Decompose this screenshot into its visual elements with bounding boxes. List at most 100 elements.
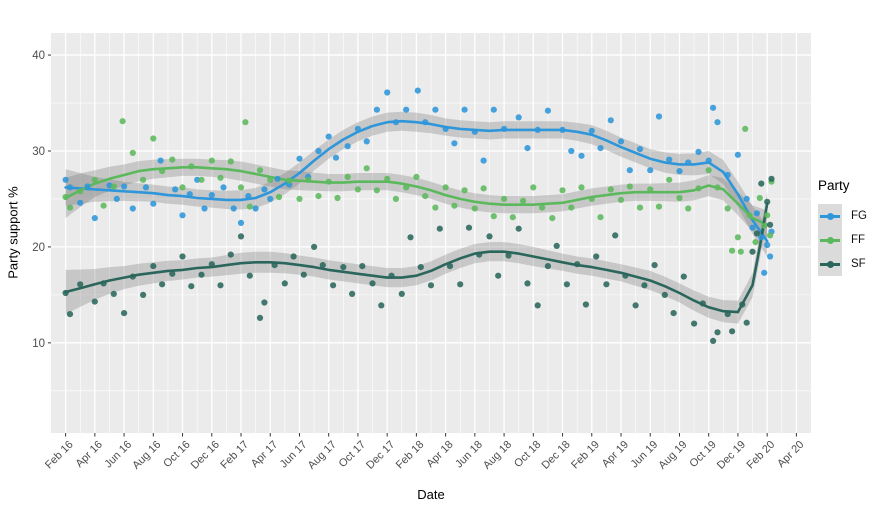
data-point-fg: [636, 146, 644, 153]
data-point-sf: [62, 289, 69, 297]
data-point-ff: [237, 184, 245, 191]
data-point-sf: [670, 310, 677, 317]
data-point-fg: [544, 107, 552, 114]
data-point-fg: [647, 167, 654, 174]
data-point-ff: [617, 196, 625, 203]
data-point-sf: [179, 253, 186, 260]
data-point-fg: [179, 212, 186, 219]
data-point-sf: [661, 291, 668, 298]
data-point-ff: [246, 203, 253, 210]
smooth-line-sf: [64, 202, 769, 314]
data-point-fg: [121, 183, 128, 190]
data-point-fg: [77, 199, 84, 206]
data-point-ff: [325, 178, 332, 185]
data-point-fg: [461, 106, 468, 113]
data-point-fg: [749, 224, 756, 231]
data-point-sf: [582, 301, 590, 308]
data-point-ff: [767, 232, 774, 239]
data-point-sf: [427, 282, 435, 289]
data-point-sf: [66, 311, 74, 318]
data-point-sf: [768, 175, 775, 182]
data-point-sf: [739, 301, 746, 308]
data-point-fg: [607, 117, 614, 124]
x-tick-label: Apr 16: [74, 439, 105, 470]
y-tick-label: 10: [32, 338, 45, 350]
y-tick-label: 40: [32, 50, 45, 62]
data-point-fg: [252, 205, 259, 212]
data-point-sf: [641, 282, 648, 289]
data-point-ff: [666, 176, 673, 183]
x-tick-label: Feb 19: [569, 439, 602, 472]
data-point-ff: [77, 188, 84, 195]
data-point-ff: [724, 205, 731, 212]
data-point-fg: [194, 176, 201, 183]
data-point-sf: [632, 302, 639, 309]
data-point-sf: [767, 221, 774, 228]
data-point-sf: [369, 280, 376, 287]
data-point-ff: [354, 186, 361, 193]
data-point-ff: [256, 167, 264, 174]
data-point-sf: [699, 300, 706, 307]
legend-key-fg-icon: [818, 204, 842, 228]
data-point-sf: [91, 298, 98, 305]
data-point-ff: [737, 248, 744, 255]
data-point-fg: [705, 157, 712, 164]
data-point-sf: [691, 320, 698, 327]
data-point-fg: [451, 140, 458, 147]
data-point-sf: [227, 251, 234, 258]
data-point-sf: [524, 280, 531, 287]
data-point-sf: [129, 273, 136, 280]
data-point-sf: [140, 291, 147, 298]
data-point-fg: [480, 157, 487, 164]
x-tick-label: Feb 18: [394, 439, 427, 472]
x-axis-title: Date: [417, 487, 445, 502]
data-point-fg: [761, 269, 768, 276]
data-point-ff: [413, 173, 420, 180]
legend-label-sf: SF: [851, 258, 866, 270]
data-point-fg: [767, 253, 774, 260]
x-tick-label: Oct 16: [161, 439, 192, 470]
data-point-ff: [286, 177, 293, 184]
data-point-ff: [188, 163, 195, 170]
data-point-ff: [705, 167, 712, 174]
data-point-ff: [100, 202, 107, 209]
data-point-fg: [363, 138, 370, 145]
data-point-sf: [311, 243, 318, 250]
data-point-sf: [574, 261, 581, 268]
data-point-sf: [486, 233, 493, 240]
data-point-ff: [91, 176, 98, 183]
legend-key-sf-icon: [818, 252, 842, 276]
x-tick-label: Dec 19: [715, 439, 748, 472]
data-point-fg: [710, 104, 717, 111]
data-point-sf: [553, 242, 560, 249]
data-point-ff: [392, 195, 399, 202]
data-point-sf: [169, 270, 176, 277]
data-point-sf: [612, 232, 619, 239]
x-tick-label: Feb 16: [43, 439, 76, 472]
data-point-ff: [150, 135, 157, 142]
data-point-fg: [432, 106, 439, 113]
y-tick-label: 30: [32, 146, 45, 158]
data-point-sf: [121, 310, 128, 317]
data-point-fg: [201, 205, 208, 212]
data-point-fg: [758, 234, 765, 241]
data-point-fg: [490, 106, 497, 113]
data-point-fg: [325, 133, 332, 140]
data-point-ff: [110, 183, 117, 190]
legend-title: Party: [818, 178, 850, 193]
data-point-fg: [515, 114, 522, 121]
data-point-ff: [676, 194, 683, 202]
data-point-sf: [388, 272, 395, 279]
data-point-fg: [617, 138, 625, 145]
data-point-sf: [319, 262, 326, 269]
data-point-ff: [208, 157, 215, 164]
data-point-fg: [588, 127, 595, 134]
data-point-fg: [414, 87, 421, 94]
data-point-fg: [626, 167, 633, 174]
data-point-fg: [471, 128, 478, 135]
data-point-fg: [442, 125, 449, 132]
data-point-ff: [559, 187, 566, 194]
data-point-fg: [186, 191, 193, 198]
data-point-ff: [490, 213, 497, 220]
legend-item-fg: FG: [818, 204, 867, 228]
